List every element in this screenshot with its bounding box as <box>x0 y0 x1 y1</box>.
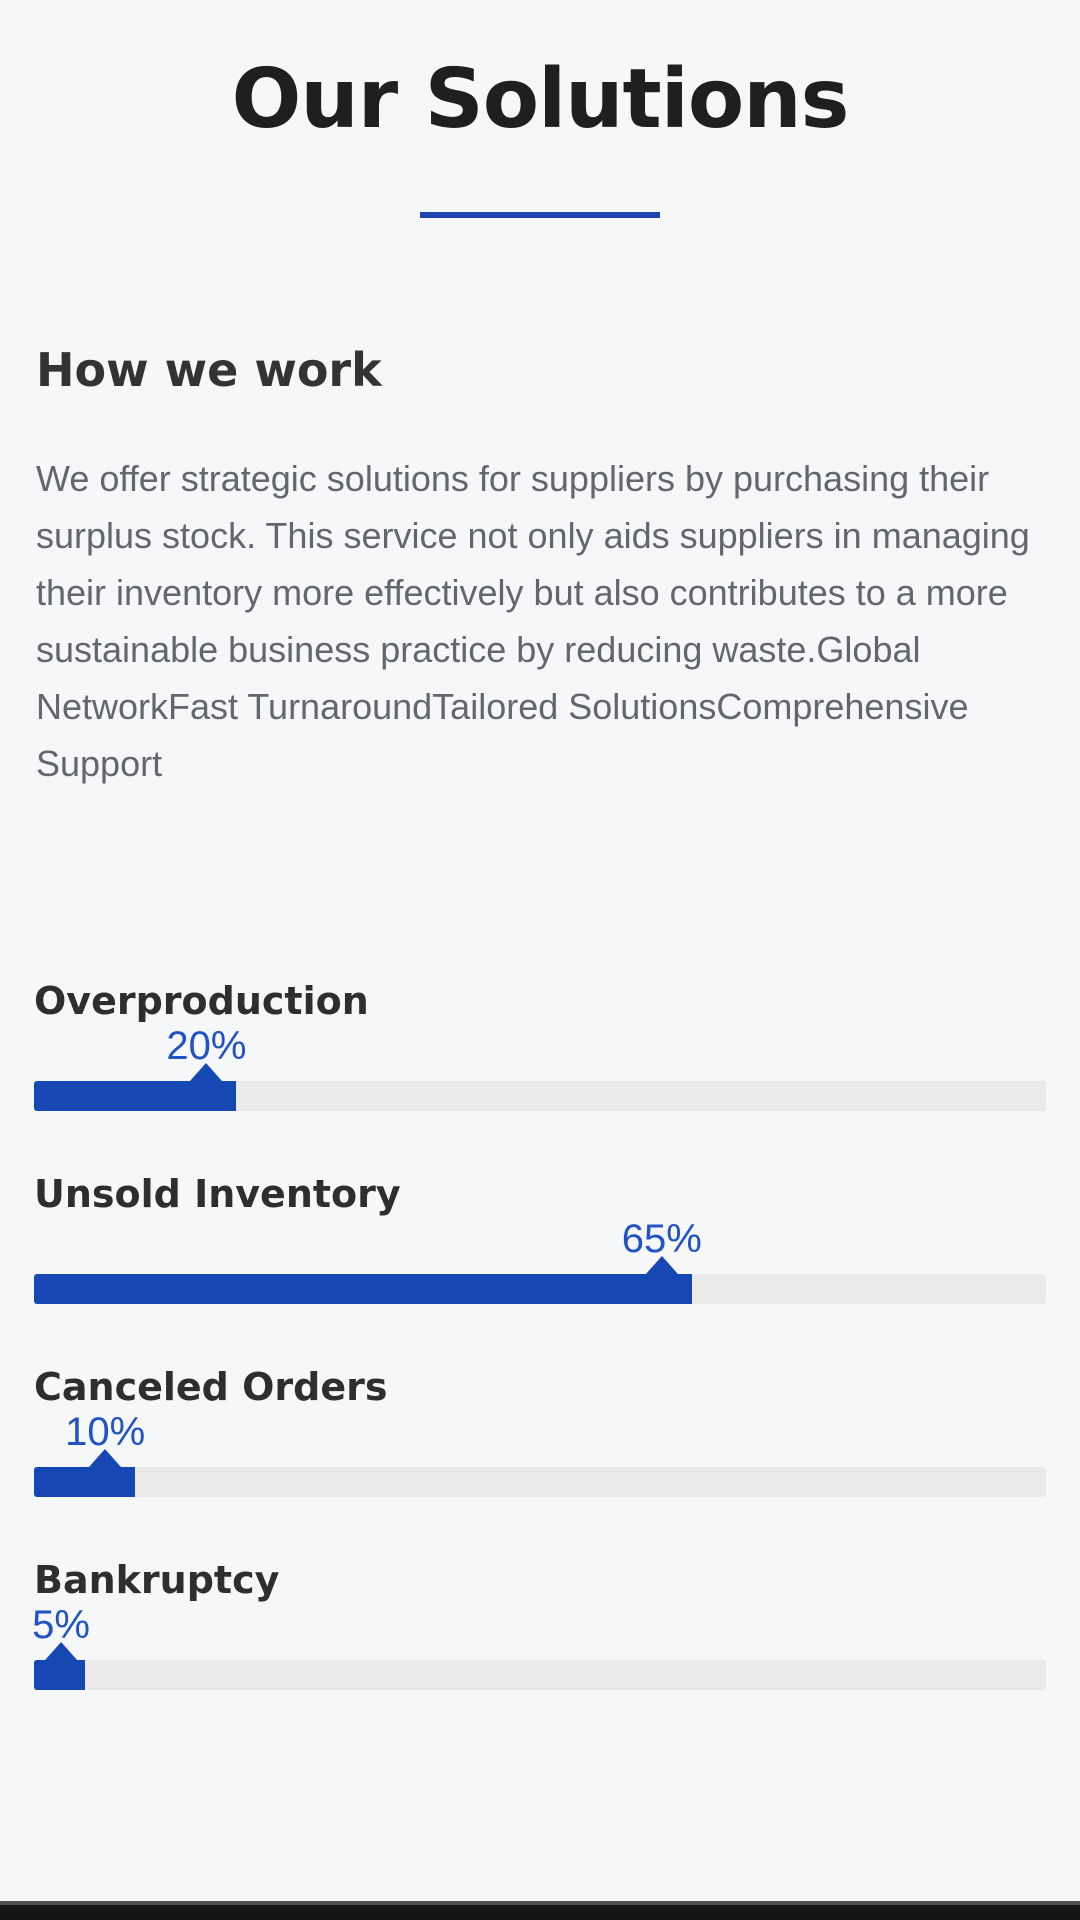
bar-track: 10% <box>34 1411 1046 1497</box>
bar-label: Canceled Orders <box>34 1365 388 1409</box>
bar-label: Overproduction <box>34 979 369 1023</box>
bar-percent-label: 10% <box>65 1410 146 1454</box>
section-heading: How we work <box>36 343 382 397</box>
triangle-up-icon <box>645 1256 678 1274</box>
section-paragraph: We offer strategic solutions for supplie… <box>36 458 1030 784</box>
content-section: How we work We offer strategic solutions… <box>0 342 1080 1690</box>
bar-label: Unsold Inventory <box>34 1172 401 1216</box>
bar-fill <box>34 1081 237 1111</box>
bar-fill <box>34 1660 85 1690</box>
next-section-dark-strip <box>0 1901 1080 1920</box>
bar-track: 5% <box>32 1604 1046 1690</box>
bar-row: Bankruptcy 5% <box>32 1557 1046 1690</box>
triangle-up-icon <box>45 1642 77 1660</box>
progress-bars: Overproduction 20% Unsold Inventory 65% <box>32 978 1046 1690</box>
bar-percent-label: 5% <box>32 1603 90 1647</box>
bar-pointer: 10% <box>65 1411 145 1467</box>
bar-track: 20% <box>34 1025 1046 1111</box>
bar-pointer: 5% <box>32 1604 90 1660</box>
bar-pointer: 65% <box>622 1218 702 1274</box>
bar-label: Bankruptcy <box>34 1558 280 1602</box>
page-title: Our Solutions <box>231 52 850 147</box>
bar-percent-label: 20% <box>166 1024 247 1068</box>
bar-row: Overproduction 20% <box>34 978 1046 1111</box>
triangle-up-icon <box>190 1063 223 1081</box>
triangle-up-icon <box>89 1449 122 1467</box>
bar-fill <box>34 1467 136 1497</box>
bar-fill <box>34 1274 692 1304</box>
bar-track: 65% <box>34 1218 1046 1304</box>
bar-row: Unsold Inventory 65% <box>34 1171 1046 1304</box>
bar-percent-label: 65% <box>621 1217 702 1261</box>
title-divider <box>420 212 660 218</box>
bar-pointer: 20% <box>166 1025 246 1081</box>
bar-row: Canceled Orders 10% <box>34 1364 1046 1497</box>
